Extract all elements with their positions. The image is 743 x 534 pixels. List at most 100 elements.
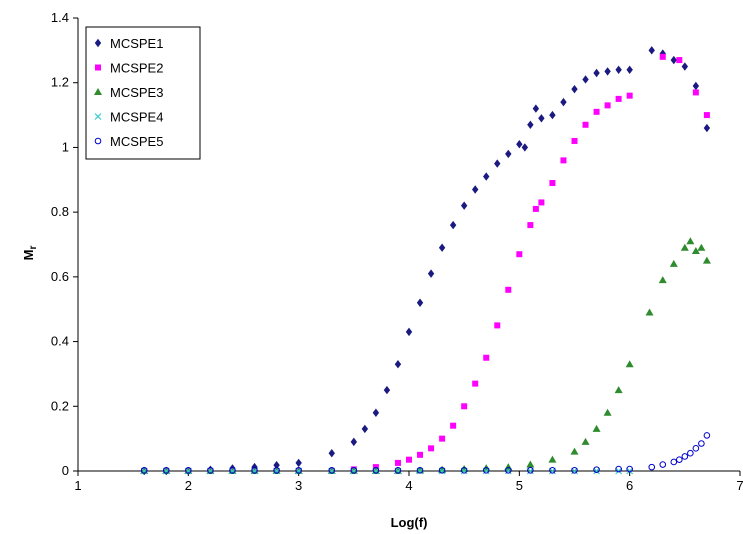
- x-tick-label: 7: [736, 478, 743, 493]
- data-point-stroke: [184, 467, 192, 475]
- data-point: [328, 467, 336, 475]
- data-point: [658, 276, 667, 284]
- data-point: [416, 298, 424, 307]
- data-point: [229, 467, 236, 474]
- y-axis-title-sub: r: [28, 246, 39, 250]
- data-point: [581, 437, 590, 445]
- data-point: [184, 467, 192, 475]
- data-point: [570, 447, 579, 455]
- data-point-stroke: [328, 467, 336, 475]
- data-point-stroke: [229, 467, 236, 475]
- data-point: [472, 380, 479, 387]
- data-point: [460, 465, 469, 473]
- data-point: [251, 467, 258, 474]
- data-point: [659, 461, 667, 468]
- legend-label: MCSPE4: [110, 110, 163, 125]
- legend-label: MCSPE1: [110, 36, 163, 51]
- data-point-stroke: [526, 467, 534, 475]
- data-point: [460, 467, 468, 474]
- data-point: [350, 467, 358, 475]
- data-point: [549, 180, 556, 187]
- data-point: [692, 89, 699, 96]
- data-point: [648, 46, 655, 55]
- data-point: [521, 143, 529, 152]
- data-point: [504, 467, 512, 475]
- data-point: [207, 467, 214, 474]
- data-point-stroke: [206, 467, 214, 475]
- data-point: [538, 199, 545, 206]
- data-point: [582, 75, 589, 84]
- data-point-stroke: [416, 467, 424, 475]
- legend-item: MCSPE3: [94, 85, 163, 100]
- data-point: [604, 102, 611, 109]
- y-tick-label: 1.4: [51, 10, 69, 25]
- data-point: [527, 120, 534, 129]
- data-point: [614, 386, 623, 394]
- data-point: [703, 112, 710, 119]
- data-point: [571, 137, 578, 144]
- data-point: [505, 467, 512, 474]
- y-tick-label: 0.6: [51, 269, 69, 284]
- x-tick-label: 2: [185, 478, 192, 493]
- legend-marker: [94, 113, 102, 120]
- data-point: [516, 139, 523, 149]
- data-point-stroke: [615, 467, 623, 475]
- data-point: [626, 467, 634, 475]
- data-point: [560, 157, 567, 164]
- data-point: [549, 110, 556, 120]
- data-point: [505, 286, 512, 293]
- data-point: [394, 459, 401, 466]
- legend-item: MCSPE1: [94, 36, 163, 51]
- data-point: [532, 104, 540, 113]
- data-point: [273, 467, 280, 474]
- data-point: [698, 440, 705, 447]
- data-point: [691, 246, 700, 254]
- data-point: [560, 97, 567, 107]
- data-point: [482, 467, 490, 474]
- data-point-stroke: [295, 467, 303, 475]
- data-point: [593, 466, 600, 474]
- data-point: [615, 95, 622, 102]
- x-tick-label: 5: [516, 478, 523, 493]
- data-point: [526, 460, 535, 468]
- data-point: [394, 360, 402, 369]
- legend-label: MCSPE2: [110, 61, 163, 76]
- data-point: [372, 467, 380, 474]
- data-point-stroke: [571, 467, 578, 475]
- data-point: [676, 57, 683, 64]
- data-point: [645, 308, 654, 316]
- data-point: [439, 435, 446, 442]
- data-point-stroke: [251, 467, 258, 475]
- data-point: [692, 81, 700, 91]
- data-point: [494, 322, 501, 329]
- data-point: [703, 432, 711, 439]
- legend-item: MCSPE4: [94, 110, 163, 125]
- data-point: [140, 467, 148, 474]
- data-point: [372, 408, 380, 417]
- data-point: [162, 467, 170, 474]
- y-tick-label: 0.4: [51, 334, 69, 349]
- data-marks: [140, 46, 711, 476]
- data-point-stroke: [350, 467, 358, 475]
- data-point: [615, 467, 623, 475]
- data-point: [406, 456, 412, 463]
- data-point: [681, 453, 689, 460]
- data-point: [140, 467, 148, 475]
- data-point: [416, 467, 424, 474]
- data-point: [361, 424, 369, 434]
- data-point: [417, 451, 424, 458]
- data-point: [328, 467, 336, 474]
- y-axis-title: Mr: [21, 246, 39, 261]
- legend-marker: [95, 64, 101, 71]
- data-point: [394, 467, 402, 474]
- data-point: [592, 424, 601, 432]
- data-point: [494, 159, 501, 168]
- data-point-stroke: [394, 467, 402, 475]
- data-point: [648, 463, 656, 471]
- data-point: [676, 456, 683, 463]
- y-tick-label: 1.2: [51, 75, 69, 90]
- data-point: [438, 243, 446, 252]
- y-tick-label: 0.8: [51, 204, 69, 219]
- data-point-stroke: [162, 467, 170, 475]
